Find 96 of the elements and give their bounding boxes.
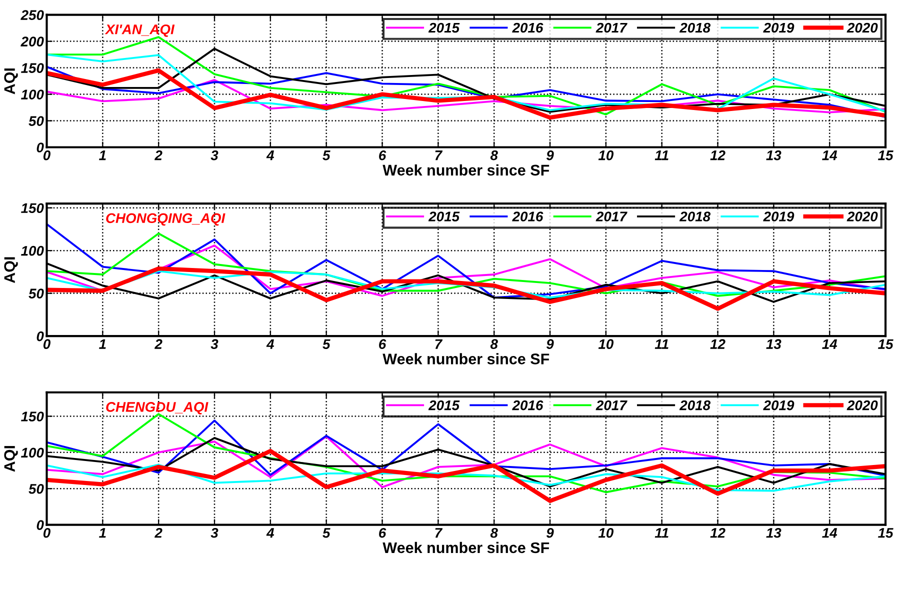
x-axis-title: Week number since SF: [382, 542, 550, 554]
y-tick-label: 100: [21, 90, 44, 100]
x-tick-label: 4: [266, 528, 274, 538]
x-tick-label: 1: [99, 339, 106, 349]
x-tick-label: 4: [266, 339, 274, 349]
y-tick-label: 50: [28, 116, 44, 126]
line-series: [46, 232, 886, 297]
x-tick-label: 2: [154, 339, 162, 349]
y-tick-label: 250: [20, 10, 44, 20]
y-tick-label: 100: [21, 448, 44, 458]
x-tick-label: 13: [766, 339, 782, 350]
x-tick-label: 6: [379, 339, 386, 350]
x-tick-label: 14: [822, 528, 838, 538]
y-axis-title: AQI: [4, 68, 18, 94]
line-series: [46, 36, 886, 116]
x-tick-label: 15: [878, 150, 894, 160]
x-tick-label: 8: [490, 150, 498, 160]
x-tick-label: 15: [878, 528, 894, 538]
x-tick-label: 11: [654, 528, 668, 538]
x-tick-label: 9: [546, 150, 554, 160]
x-tick-label: 15: [878, 339, 894, 350]
y-axis-title: AQI: [4, 446, 18, 472]
x-tick-label: 0: [43, 339, 50, 350]
x-tick-label: 5: [322, 528, 330, 538]
y-tick-label: 0: [36, 520, 44, 530]
line-series: [46, 464, 886, 492]
annotation: CHONGQING_AQI: [106, 213, 226, 226]
legend-label: 2019: [763, 400, 794, 410]
x-tick-label: 7: [435, 528, 443, 538]
legend-label: 2016: [512, 400, 544, 410]
x-tick-label: 10: [598, 339, 614, 350]
legend-label: 2020: [846, 212, 878, 222]
x-tick-label: 5: [322, 339, 330, 350]
x-tick-label: 13: [766, 528, 782, 538]
legend-label: 2017: [596, 212, 628, 222]
x-tick-label: 3: [210, 339, 218, 350]
y-tick-label: 150: [21, 63, 44, 73]
line-series: [46, 413, 886, 494]
x-tick-label: 2: [154, 150, 162, 160]
x-tick-label: 0: [43, 528, 50, 538]
x-tick-label: 6: [379, 150, 386, 160]
y-tick-label: 200: [20, 36, 44, 46]
x-tick-label: 1: [99, 528, 106, 538]
annotation: XI'AN_AQI: [104, 24, 175, 37]
x-tick-label: 14: [822, 150, 838, 160]
legend-label: 2016: [512, 212, 544, 222]
x-tick-label: 1: [99, 150, 106, 160]
y-tick-label: 0: [36, 331, 44, 342]
x-tick-label: 8: [490, 339, 498, 350]
legend-label: 2019: [763, 22, 794, 33]
legend-label: 2020: [846, 400, 878, 410]
legend-label: 2018: [679, 22, 711, 33]
x-tick-label: 7: [435, 150, 443, 160]
legend-label: 2020: [846, 22, 878, 33]
y-tick-label: 100: [21, 246, 44, 256]
x-tick-label: 6: [379, 528, 386, 538]
x-tick-label: 9: [546, 339, 554, 350]
legend-label: 2015: [428, 400, 460, 410]
line-series: [46, 266, 886, 311]
x-tick-label: 10: [598, 150, 614, 160]
x-tick-label: 11: [654, 150, 668, 160]
x-tick-label: 10: [598, 528, 614, 538]
legend-label: 2017: [596, 22, 628, 33]
y-axis-title: AQI: [4, 257, 18, 284]
y-tick-label: 150: [21, 203, 44, 214]
x-tick-label: 13: [766, 150, 782, 160]
line-series: [46, 448, 886, 504]
x-axis-title: Week number since SF: [382, 164, 550, 176]
line-series: [46, 420, 886, 477]
legend-label: 2015: [428, 212, 460, 222]
x-tick-label: 11: [654, 339, 668, 349]
y-tick-label: 0: [36, 142, 44, 152]
legend-label: 2017: [596, 400, 628, 410]
x-tick-label: 3: [210, 150, 218, 160]
y-tick-label: 50: [28, 288, 44, 298]
x-tick-label: 12: [710, 339, 726, 349]
x-axis-title: Week number since SF: [382, 353, 550, 364]
x-tick-label: 12: [710, 528, 726, 538]
x-tick-label: 9: [546, 528, 554, 538]
annotation: CHENGDU_AQI: [106, 402, 208, 414]
legend-label: 2015: [428, 22, 460, 33]
legend-label: 2016: [512, 22, 544, 33]
legend-label: 2019: [763, 212, 794, 222]
y-tick-label: 50: [28, 484, 44, 494]
x-tick-label: 7: [435, 339, 443, 349]
legend-label: 2018: [679, 212, 711, 222]
x-tick-label: 0: [43, 150, 50, 160]
x-tick-label: 5: [322, 150, 330, 160]
x-tick-label: 2: [154, 528, 162, 538]
y-tick-label: 150: [21, 412, 44, 422]
x-tick-label: 3: [210, 528, 218, 538]
x-tick-label: 14: [822, 339, 838, 349]
x-tick-label: 12: [710, 150, 726, 160]
x-tick-label: 8: [490, 528, 498, 538]
x-tick-label: 4: [266, 150, 274, 160]
legend-label: 2018: [679, 400, 711, 410]
